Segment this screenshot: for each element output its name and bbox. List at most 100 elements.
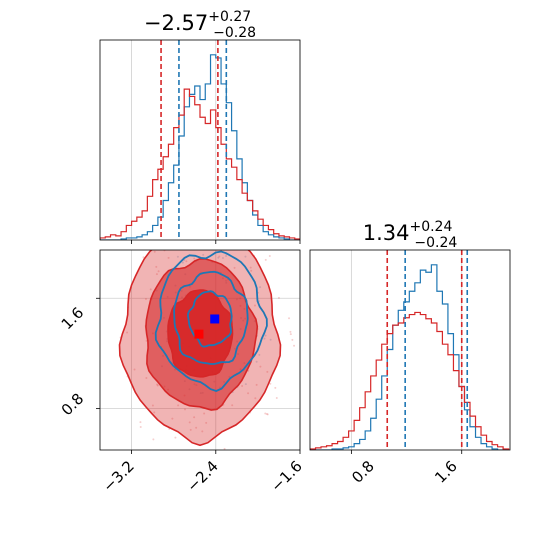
histogram-step <box>310 311 510 450</box>
sample-point <box>241 385 244 388</box>
sample-point <box>277 296 280 299</box>
sample-point <box>155 273 158 276</box>
sample-point <box>264 412 267 415</box>
sample-point <box>221 257 224 260</box>
sample-point <box>289 330 292 333</box>
sample-point <box>269 382 272 385</box>
sample-point <box>233 266 236 269</box>
sample-point <box>200 224 202 226</box>
sample-point <box>249 266 252 269</box>
tick-marks <box>96 297 301 454</box>
sample-point <box>218 255 221 258</box>
sample-point <box>177 404 180 407</box>
x-tick-label: −1.6 <box>267 457 305 495</box>
sample-point <box>205 421 208 424</box>
y-tick-label: 1.6 <box>58 304 88 334</box>
panel-title: 1.34+0.24 −0.24 <box>363 219 458 251</box>
sample-point <box>253 304 256 307</box>
sample-point <box>152 438 155 441</box>
title-upper-error: +0.27 <box>208 9 251 25</box>
sample-point <box>195 426 198 429</box>
sample-point <box>183 408 186 411</box>
histogram-step <box>100 88 300 240</box>
sample-point <box>156 384 159 387</box>
sample-point <box>193 416 196 419</box>
x-tick-label: −3.2 <box>99 457 137 495</box>
sample-point <box>244 255 247 258</box>
sample-point <box>223 447 226 450</box>
sample-point <box>139 421 142 424</box>
sample-point <box>149 288 152 291</box>
sample-point <box>187 452 189 454</box>
sample-point <box>181 261 184 264</box>
contour-level <box>173 270 249 365</box>
sample-point <box>167 256 170 259</box>
hist-panel-top-left: −2.57+0.27 −0.28 <box>99 9 301 244</box>
sample-point <box>269 338 272 341</box>
sample-point <box>153 250 156 253</box>
sample-point <box>126 331 129 334</box>
sample-point <box>155 265 158 268</box>
sample-point <box>189 428 192 431</box>
sample-point <box>264 334 267 337</box>
sample-point <box>144 298 147 301</box>
sample-point <box>139 425 142 428</box>
sample-point <box>217 256 220 259</box>
median-marker <box>194 329 204 339</box>
sample-point <box>145 376 148 379</box>
contour-level <box>187 290 233 348</box>
sample-point <box>263 337 266 340</box>
sample-point <box>289 333 292 336</box>
title-lower-error: −0.24 <box>414 235 457 251</box>
sample-point <box>254 397 257 400</box>
tick-marks <box>131 240 301 244</box>
sample-point <box>255 383 258 386</box>
sample-point <box>250 269 253 272</box>
histograms <box>310 264 510 450</box>
median-markers <box>194 314 220 339</box>
sample-point <box>291 338 294 341</box>
sample-point <box>275 396 278 399</box>
quantile-lines <box>160 40 228 240</box>
panel-title: −2.57+0.27 −0.28 <box>144 9 256 41</box>
sample-point <box>288 317 291 320</box>
y-tick-label: 0.8 <box>58 390 88 420</box>
histograms <box>100 54 300 240</box>
x-tick-label: −2.4 <box>183 457 221 495</box>
sample-point <box>185 260 188 263</box>
sample-point <box>174 436 177 439</box>
sample-point <box>136 247 138 249</box>
sample-point <box>133 368 136 371</box>
sample-point <box>156 383 159 386</box>
sample-point <box>255 360 258 363</box>
x-tick-label: 1.6 <box>431 457 461 487</box>
sample-point <box>259 365 262 368</box>
sample-point <box>265 412 268 415</box>
contour-panel-bottom-left: −3.2 −2.4 −1.6 0.8 1.6 <box>58 217 306 496</box>
sample-point <box>153 411 156 414</box>
sample-point <box>193 257 196 260</box>
grid <box>131 40 301 240</box>
sample-point <box>244 383 247 386</box>
sample-point <box>234 217 236 219</box>
quantile-lines <box>386 250 469 450</box>
sample-point <box>202 253 205 256</box>
sample-point <box>176 255 179 258</box>
sample-point <box>266 413 269 416</box>
sample-point <box>157 270 160 273</box>
axes-frame <box>99 39 301 241</box>
sample-point <box>268 255 271 258</box>
sample-point <box>259 286 262 289</box>
sample-point <box>188 247 190 249</box>
title-lower-error: −0.28 <box>213 25 256 41</box>
title-upper-error: +0.24 <box>409 219 452 235</box>
sample-point <box>231 404 234 407</box>
median-marker <box>210 314 220 324</box>
sample-point <box>203 412 206 415</box>
histogram-step <box>100 54 300 240</box>
grid <box>350 250 463 450</box>
sample-point <box>205 245 207 247</box>
sample-point <box>142 256 145 259</box>
sample-point <box>171 417 174 420</box>
